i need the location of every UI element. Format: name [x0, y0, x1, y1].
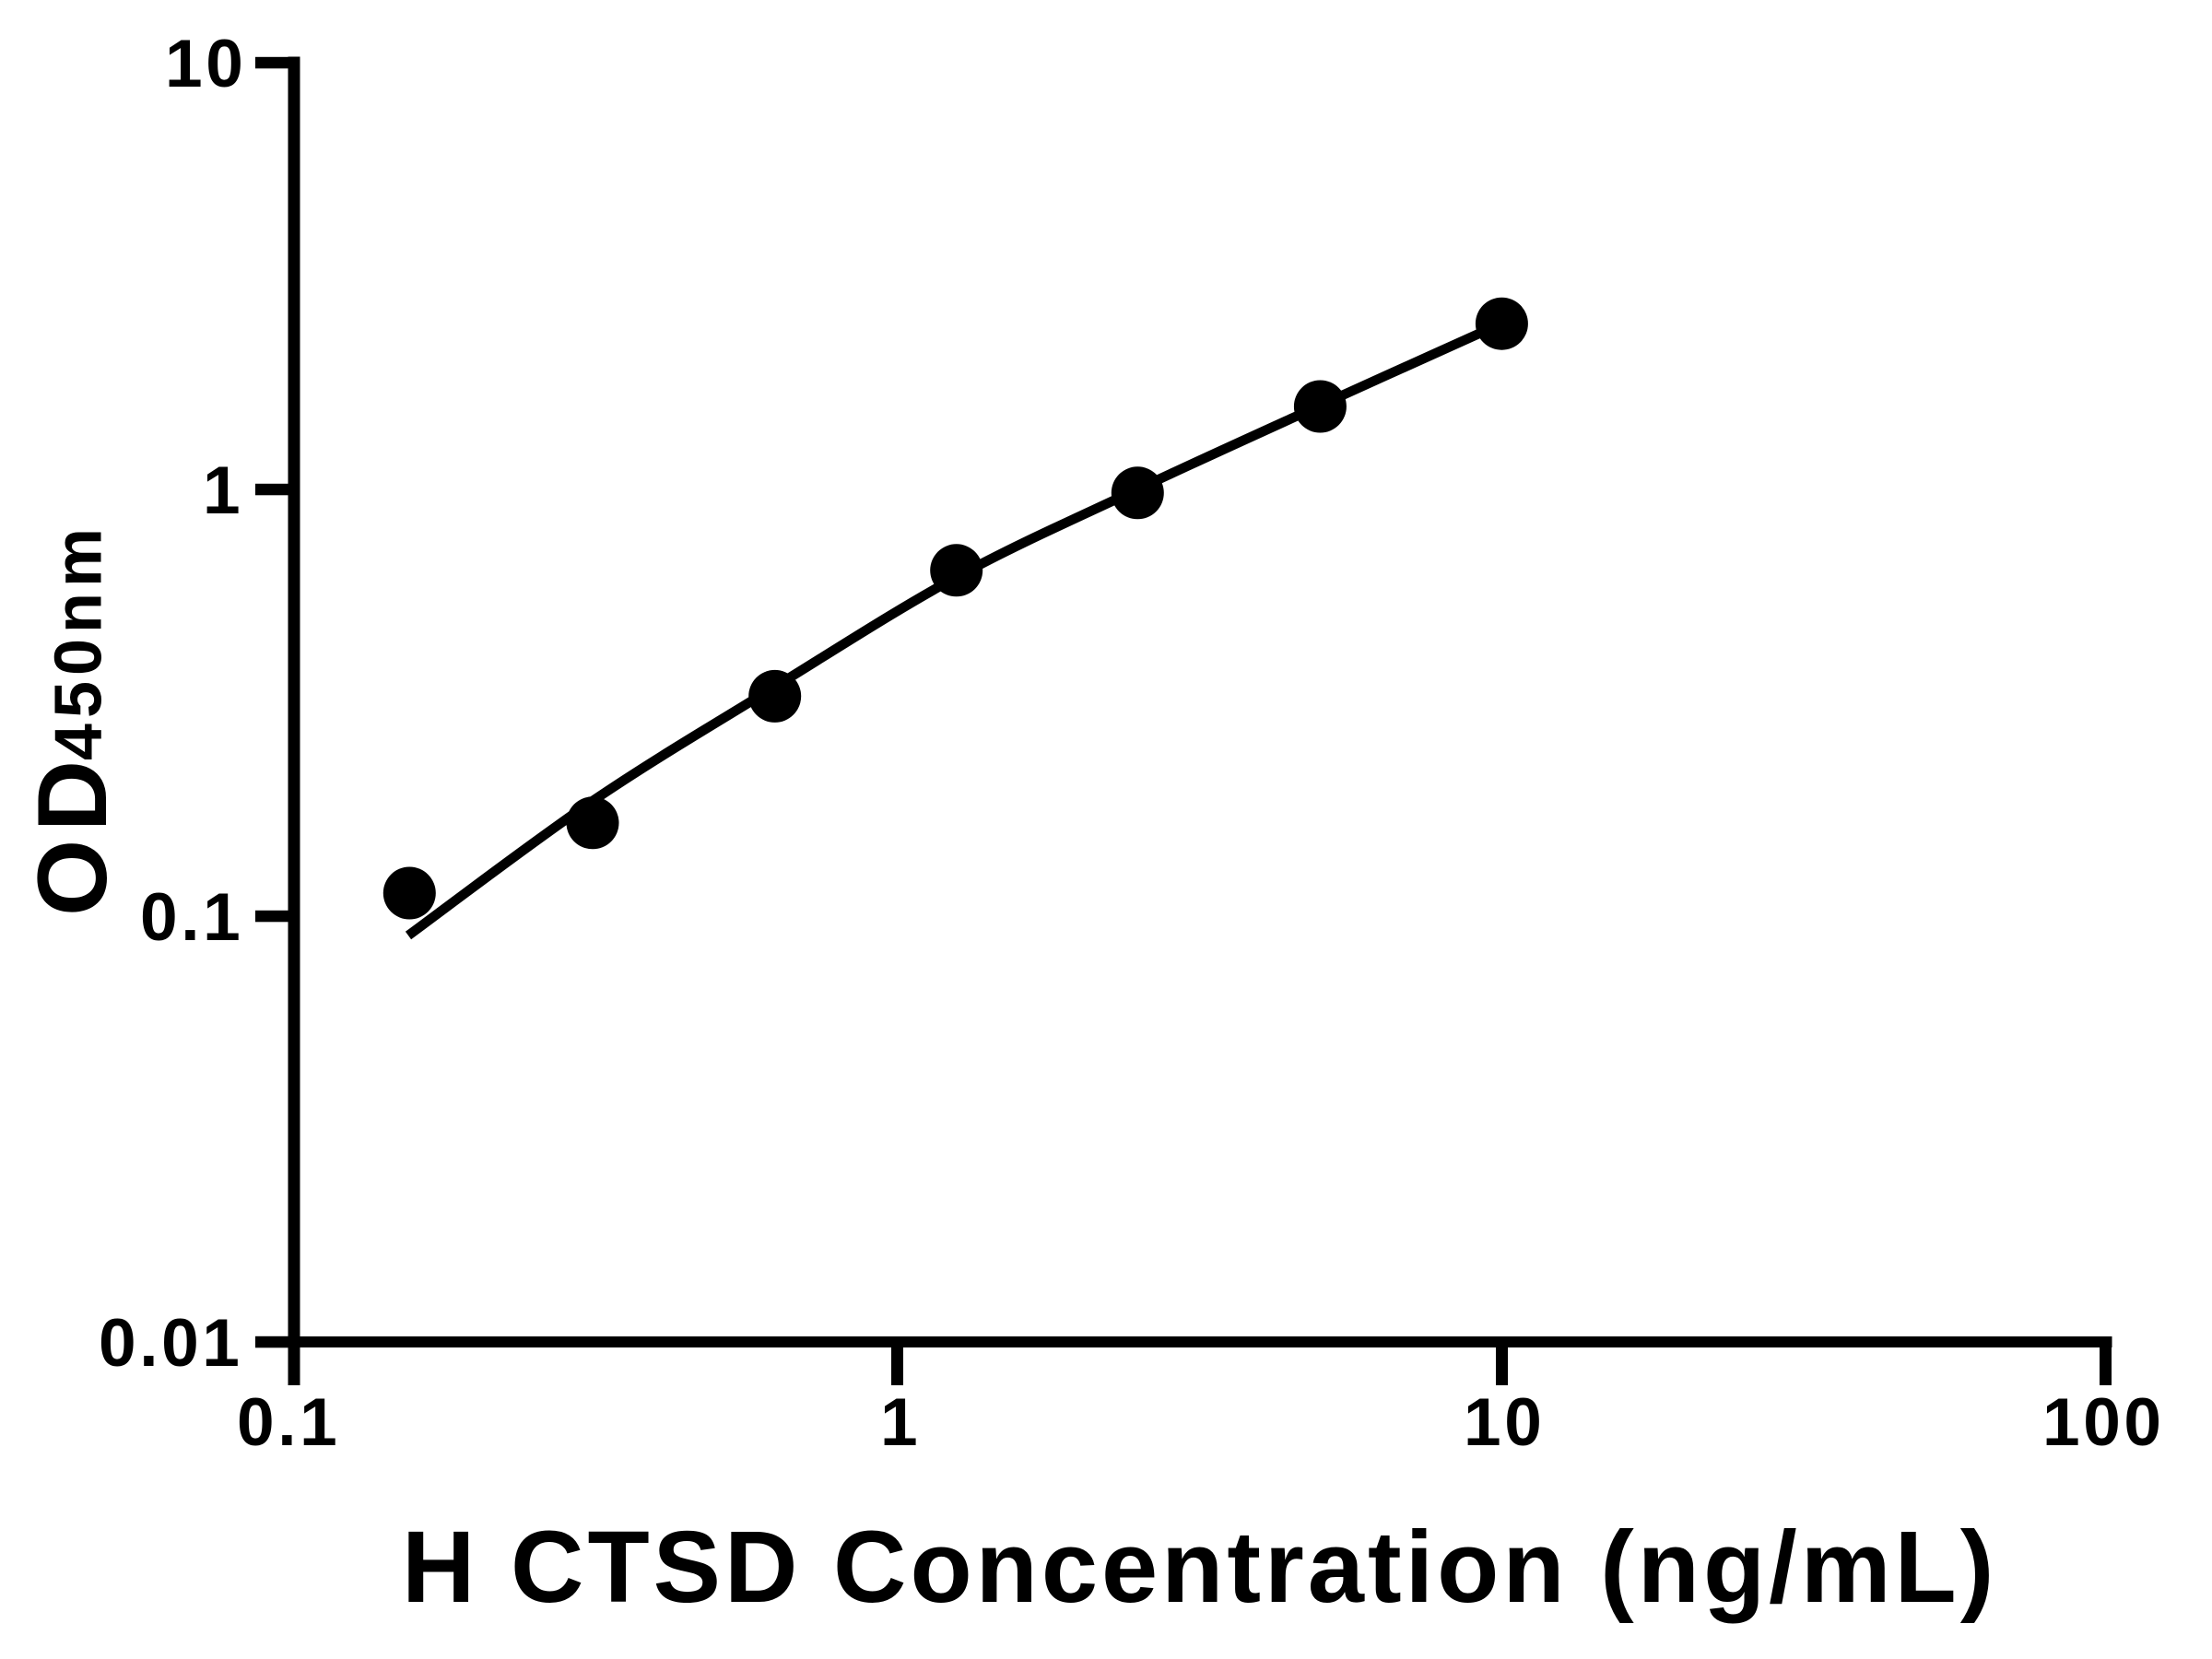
svg-text:10: 10 — [1464, 1385, 1545, 1460]
svg-text:0.1: 0.1 — [237, 1385, 340, 1460]
svg-text:10: 10 — [165, 27, 246, 101]
svg-text:100: 100 — [2042, 1385, 2165, 1460]
svg-text:OD450nm: OD450nm — [17, 523, 127, 916]
svg-text:0.1: 0.1 — [140, 880, 243, 955]
svg-text:1: 1 — [203, 453, 243, 528]
svg-text:1: 1 — [880, 1385, 921, 1460]
svg-text:0.01: 0.01 — [99, 1306, 242, 1381]
svg-text:H CTSD Concentration (ng/mL): H CTSD Concentration (ng/mL) — [402, 1511, 1997, 1624]
